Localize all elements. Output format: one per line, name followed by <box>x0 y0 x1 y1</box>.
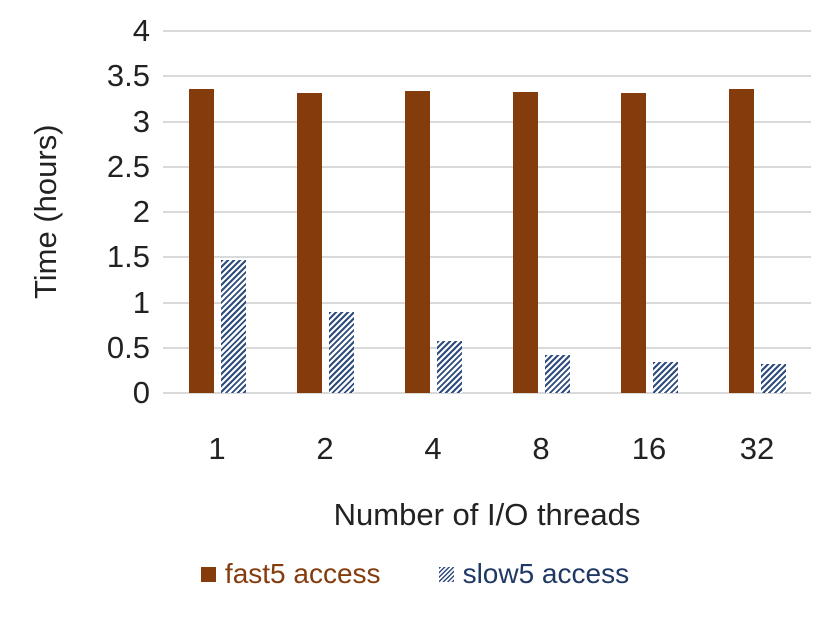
y-tick-label: 0 <box>132 375 150 410</box>
x-tick-label: 32 <box>739 431 775 466</box>
y-tick-label: 4 <box>132 13 150 48</box>
bar-slow5-1 <box>220 259 246 393</box>
legend-label-fast5-access: fast5 access <box>224 558 381 589</box>
bar-slow5-8 <box>544 354 570 393</box>
gridline <box>163 120 811 123</box>
y-tick-label: 1 <box>132 284 150 320</box>
bar-fast5-4 <box>404 90 430 393</box>
bar-slow5-16 <box>652 362 678 393</box>
bar-slow5-4 <box>436 341 462 393</box>
bar-slow5-32 <box>760 364 786 393</box>
y-tick-label: 1.5 <box>106 239 150 275</box>
bar-fast5-1 <box>188 88 214 393</box>
x-tick-label: 2 <box>316 431 334 466</box>
gridline <box>163 211 811 213</box>
y-tick-label: 2.5 <box>106 148 150 184</box>
x-tick-label: 1 <box>208 431 226 466</box>
legend-item-slow5-access: slow5 access <box>438 558 630 589</box>
x-tick-label: 8 <box>532 431 550 466</box>
y-tick-label: 3 <box>132 103 150 139</box>
legend-marker-fast5-solid-square-icon <box>200 566 216 582</box>
gridline <box>163 346 811 349</box>
bar-fast5-16 <box>620 92 646 393</box>
legend-marker-slow5-hatched-square-icon <box>438 566 454 582</box>
bar-fast5-8 <box>512 91 538 393</box>
legend-item-fast5-access: fast5 access <box>200 558 381 589</box>
gridline <box>163 75 811 78</box>
gridline <box>163 301 811 304</box>
y-tick-label: 3.5 <box>106 58 150 94</box>
bar-fast5-2 <box>296 93 322 393</box>
gridline <box>163 30 811 32</box>
y-tick-label: 0.5 <box>106 329 150 365</box>
bar-slow5-2 <box>328 312 354 393</box>
x-tick-label: 16 <box>631 431 667 466</box>
y-tick-label: 2 <box>132 194 150 229</box>
legend: fast5 access slow5 access <box>0 556 830 592</box>
gridline <box>163 256 811 259</box>
bar-fast5-32 <box>728 88 754 393</box>
gridline <box>163 392 811 394</box>
gridline <box>163 165 811 168</box>
x-axis-title: Number of I/O threads <box>333 497 641 532</box>
legend-label-slow5-access: slow5 access <box>462 558 630 589</box>
x-tick-label: 4 <box>424 431 442 466</box>
